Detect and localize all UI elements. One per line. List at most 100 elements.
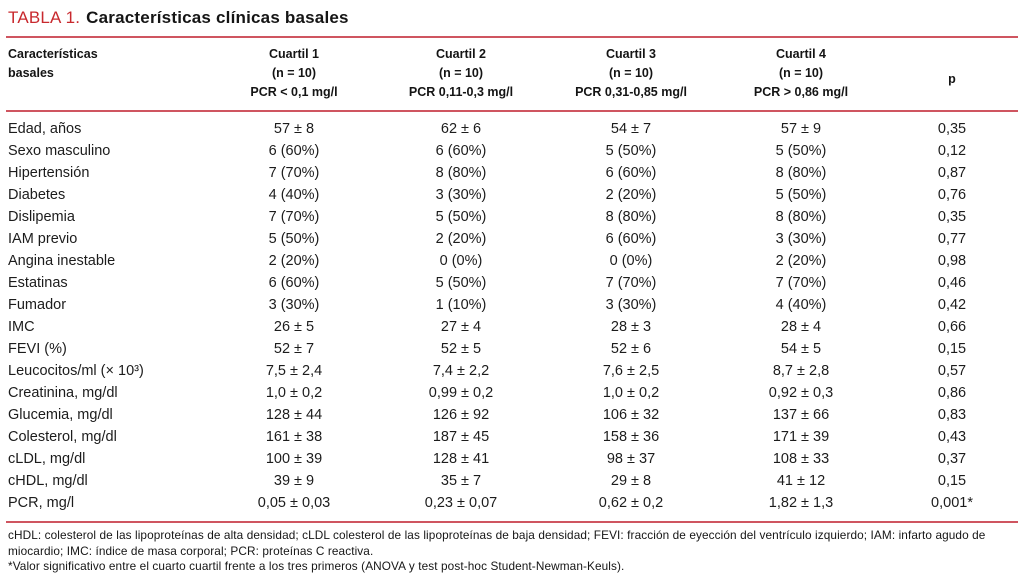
cell-value: 0,99 ± 0,2 xyxy=(428,385,494,401)
header-line: PCR > 0,86 mg/l xyxy=(753,85,849,99)
cell-value: 54 ± 7 xyxy=(610,121,652,137)
row-label: Diabetes xyxy=(8,187,66,203)
row-label: Creatinina, mg/dl xyxy=(8,385,118,401)
cell-value: 7,5 ± 2,4 xyxy=(265,363,323,379)
column-header-cuartil-2: Cuartil 2 (n = 10) PCR 0,11-0,3 mg/l xyxy=(376,38,546,112)
cell-value: 2 (20%) xyxy=(435,231,487,247)
column-header-cuartil-3: Cuartil 3 (n = 10) PCR 0,31-0,85 mg/l xyxy=(546,38,716,112)
table-row: IMC 26 ± 5 27 ± 4 28 ± 3 28 ± 4 0,66 xyxy=(6,316,1018,338)
cell-value: 57 ± 9 xyxy=(780,121,822,137)
table-title-text: Características clínicas basales xyxy=(86,8,349,27)
header-line: (n = 10) xyxy=(778,66,824,80)
table-row: cHDL, mg/dl 39 ± 9 35 ± 7 29 ± 8 41 ± 12 0,15 xyxy=(6,470,1018,492)
row-label: Sexo masculino xyxy=(8,143,111,159)
table-row: Estatinas 6 (60%) 5 (50%) 7 (70%) 7 (70%) 0,4… xyxy=(6,272,1018,294)
cell-value: 128 ± 41 xyxy=(432,451,490,467)
table-row: PCR, mg/l 0,05 ± 0,03 0,23 ± 0,07 0,62 ± 0,… xyxy=(6,492,1018,521)
cell-value: 6 (60%) xyxy=(605,231,657,247)
cell-value: 7,6 ± 2,5 xyxy=(602,363,660,379)
divider-bottom xyxy=(6,521,1018,523)
table-row: cLDL, mg/dl 100 ± 39 128 ± 41 98 ± 37 108 ± … xyxy=(6,448,1018,470)
table-row: Leucocitos/ml (× 10³) 7,5 ± 2,4 7,4 ± 2,2 7… xyxy=(6,360,1018,382)
row-label: FEVI (%) xyxy=(8,341,67,357)
header-line: (n = 10) xyxy=(271,66,317,80)
cell-value: 0,12 xyxy=(937,143,967,159)
cell-value: 7 (70%) xyxy=(268,209,320,225)
cell-value: 0,05 ± 0,03 xyxy=(257,495,331,511)
column-header-caracteristicas: Características basales xyxy=(6,38,212,112)
row-label: Leucocitos/ml (× 10³) xyxy=(8,363,144,379)
cell-value: 52 ± 7 xyxy=(273,341,315,357)
table-row: Fumador 3 (30%) 1 (10%) 3 (30%) 4 (40%) 0,42 xyxy=(6,294,1018,316)
cell-value: 1,82 ± 1,3 xyxy=(768,495,834,511)
footnote-significance: *Valor significativo entre el cuarto cua… xyxy=(8,559,625,573)
cell-value: 0,66 xyxy=(937,319,967,335)
cell-value: 0,35 xyxy=(937,209,967,225)
cell-value: 4 (40%) xyxy=(775,297,827,313)
cell-value: 8 (80%) xyxy=(775,165,827,181)
cell-value: 28 ± 4 xyxy=(780,319,822,335)
cell-value: 7 (70%) xyxy=(268,165,320,181)
cell-value: 29 ± 8 xyxy=(610,473,652,489)
cell-value: 128 ± 44 xyxy=(265,407,323,423)
cell-value: 0,83 xyxy=(937,407,967,423)
header-line: Cuartil 3 xyxy=(605,47,656,61)
cell-value: 0,35 xyxy=(937,121,967,137)
cell-value: 158 ± 36 xyxy=(602,429,660,445)
cell-value: 57 ± 8 xyxy=(273,121,315,137)
cell-value: 27 ± 4 xyxy=(440,319,482,335)
cell-value: 0,23 ± 0,07 xyxy=(424,495,498,511)
table-row: IAM previo 5 (50%) 2 (20%) 6 (60%) 3 (30%) 0,… xyxy=(6,228,1018,250)
cell-value: 5 (50%) xyxy=(435,275,487,291)
cell-value: 28 ± 3 xyxy=(610,319,652,335)
cell-value: 0,92 ± 0,3 xyxy=(768,385,834,401)
cell-value: 1,0 ± 0,2 xyxy=(602,385,660,401)
cell-value: 171 ± 39 xyxy=(772,429,830,445)
cell-value: 54 ± 5 xyxy=(780,341,822,357)
cell-value: 8 (80%) xyxy=(605,209,657,225)
header-line: (n = 10) xyxy=(608,66,654,80)
row-label: PCR, mg/l xyxy=(8,495,75,511)
row-label: IMC xyxy=(8,319,35,335)
table-row: Hipertensión 7 (70%) 8 (80%) 6 (60%) 8 (80%)… xyxy=(6,162,1018,184)
footnotes: cHDL: colesterol de las lipoproteínas de… xyxy=(6,528,1018,575)
cell-value: 2 (20%) xyxy=(268,253,320,269)
cell-value: 2 (20%) xyxy=(605,187,657,203)
cell-value: 0,57 xyxy=(937,363,967,379)
cell-value: 5 (50%) xyxy=(775,143,827,159)
cell-value: 3 (30%) xyxy=(775,231,827,247)
cell-value: 108 ± 33 xyxy=(772,451,830,467)
cell-value: 8 (80%) xyxy=(775,209,827,225)
cell-value: 6 (60%) xyxy=(435,143,487,159)
cell-value: 0 (0%) xyxy=(609,253,653,269)
row-label: Glucemia, mg/dl xyxy=(8,407,113,423)
header-line: p xyxy=(948,71,956,86)
cell-value: 137 ± 66 xyxy=(772,407,830,423)
cell-value: 0,76 xyxy=(937,187,967,203)
header-line: Cuartil 1 xyxy=(268,47,319,61)
header-line: PCR < 0,1 mg/l xyxy=(250,85,338,99)
header-line: Características xyxy=(8,47,98,61)
table-row: Glucemia, mg/dl 128 ± 44 126 ± 92 106 ± 32 1… xyxy=(6,404,1018,426)
footnote-abbreviations: cHDL: colesterol de las lipoproteínas de… xyxy=(8,528,986,558)
header-line: PCR 0,31-0,85 mg/l xyxy=(575,85,687,99)
table-header: Características basales Cuartil 1 (n = 10) P… xyxy=(6,38,1018,112)
header-line: Cuartil 2 xyxy=(435,47,486,61)
table-number-label: TABLA 1. xyxy=(8,8,81,27)
cell-value: 7 (70%) xyxy=(605,275,657,291)
row-label: Edad, años xyxy=(8,121,82,137)
table-row: Creatinina, mg/dl 1,0 ± 0,2 0,99 ± 0,2 1,0 … xyxy=(6,382,1018,404)
cell-value: 0 (0%) xyxy=(439,253,483,269)
cell-value: 5 (50%) xyxy=(605,143,657,159)
cell-value: 3 (30%) xyxy=(435,187,487,203)
cell-value: 3 (30%) xyxy=(605,297,657,313)
cell-value: 5 (50%) xyxy=(268,231,320,247)
cell-value: 4 (40%) xyxy=(268,187,320,203)
table-row: Edad, años 57 ± 8 62 ± 6 54 ± 7 57 ± 9 0,35 xyxy=(6,111,1018,140)
cell-value: 0,15 xyxy=(937,341,967,357)
column-header-cuartil-4: Cuartil 4 (n = 10) PCR > 0,86 mg/l xyxy=(716,38,886,112)
cell-value: 0,98 xyxy=(937,253,967,269)
cell-value: 6 (60%) xyxy=(605,165,657,181)
table-row: Colesterol, mg/dl 161 ± 38 187 ± 45 158 ± 3… xyxy=(6,426,1018,448)
